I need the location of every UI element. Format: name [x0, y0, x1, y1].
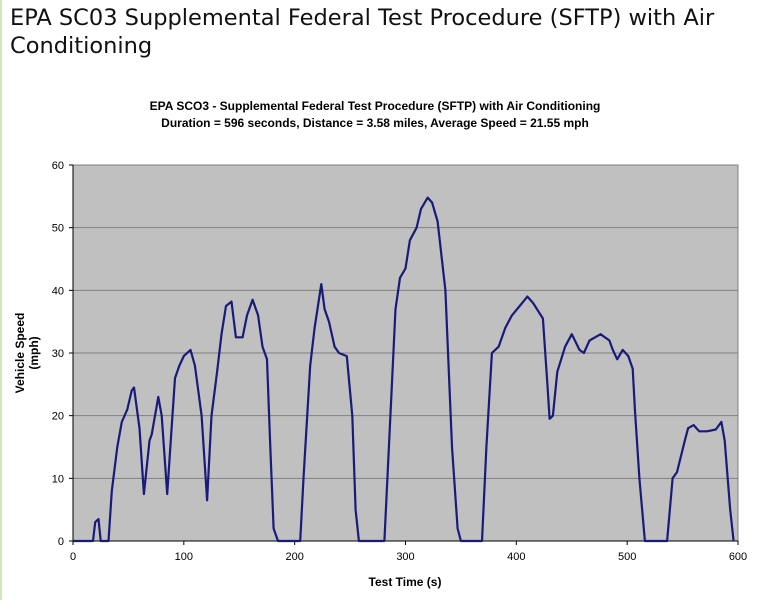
- x-tick-label: 300: [396, 551, 414, 563]
- y-tick-label: 40: [52, 285, 64, 297]
- x-tick-label: 100: [175, 551, 193, 563]
- y-tick-label: 30: [52, 348, 64, 360]
- y-tick-label: 0: [58, 536, 64, 548]
- y-tick-label: 50: [52, 223, 64, 235]
- gridlines: [73, 227, 738, 479]
- y-axis-ticks: 0 10 20 30 40 50 60: [52, 160, 74, 548]
- x-tick-label: 500: [618, 551, 636, 563]
- y-tick-label: 60: [52, 160, 64, 172]
- x-tick-label: 200: [285, 551, 303, 563]
- y-axis-label-unit: (mph): [27, 336, 41, 369]
- x-tick-label: 0: [70, 551, 76, 563]
- chart-title: EPA SCO3 - Supplemental Federal Test Pro…: [150, 99, 601, 113]
- x-axis-label: Test Time (s): [369, 575, 442, 589]
- y-axis-label: Vehicle Speed(mph): [13, 313, 41, 394]
- x-axis-ticks: 0 100 200 300 400 500 600: [70, 540, 747, 563]
- chart-subtitle: Duration = 596 seconds, Distance = 3.58 …: [161, 116, 589, 130]
- x-tick-label: 600: [729, 551, 747, 563]
- y-tick-label: 20: [52, 411, 64, 423]
- speed-line: [73, 196, 735, 543]
- x-tick-label: 400: [507, 551, 525, 563]
- y-tick-label: 10: [52, 473, 64, 485]
- y-axis-label-line: Vehicle Speed: [13, 313, 27, 394]
- page-title: EPA SC03 Supplemental Federal Test Proce…: [10, 5, 715, 59]
